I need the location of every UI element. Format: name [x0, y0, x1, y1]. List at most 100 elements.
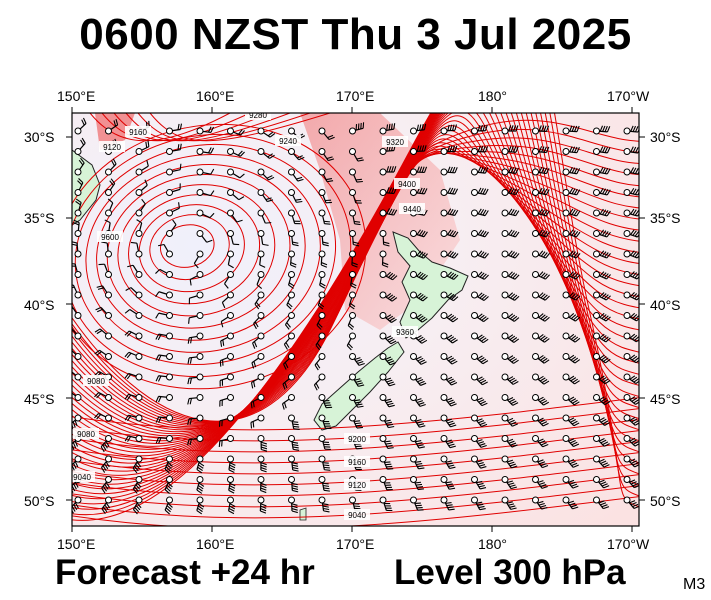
wind-barb-feather [538, 354, 544, 360]
station-circle [105, 312, 112, 319]
contour-label: 9040 [72, 471, 95, 482]
wind-barb-feather [481, 316, 487, 321]
station-circle [593, 291, 600, 299]
wind-barb-feather [476, 480, 483, 484]
wind-barb-feather [572, 357, 579, 363]
wind-barb-feather [418, 272, 424, 278]
wind-barb-feather [603, 294, 609, 300]
wind-barb-feather [447, 441, 454, 445]
wind-barb-feather [602, 378, 609, 383]
station-circle [471, 127, 478, 135]
wind-barb-feather [189, 439, 192, 446]
wind-barb-feather [511, 337, 518, 342]
wind-barb-feather [631, 439, 637, 444]
station-circle [227, 189, 234, 196]
station-circle [74, 353, 82, 360]
wind-barb-feather [629, 437, 636, 442]
wind-barb-feather [606, 210, 611, 217]
station-circle [532, 373, 539, 381]
wind-barb-feather [478, 505, 485, 509]
wind-barb-feather [447, 124, 450, 131]
station-circle [196, 230, 204, 237]
wind-barb-feather [144, 179, 148, 186]
level-label: Level 300 hPa [394, 553, 626, 592]
height-contour [138, 204, 245, 293]
wind-barb-feather [228, 489, 235, 494]
wind-barb-feather [509, 314, 516, 320]
wind-barb-feather [229, 503, 236, 507]
station-circle [74, 455, 82, 463]
station-circle [623, 230, 631, 237]
wind-barb-feather [164, 509, 170, 515]
station-circle [532, 496, 539, 504]
wind-barb-feather [507, 376, 514, 381]
wind-barb-feather [483, 296, 489, 301]
wind-barb-feather [571, 146, 576, 153]
station-circle [623, 332, 631, 340]
wind-barb-feather [602, 188, 607, 195]
wind-barb-feather [513, 317, 520, 322]
wind-barb-feather [355, 401, 362, 404]
station-circle [166, 394, 173, 401]
wind-barb-feather [322, 482, 329, 485]
wind-barb-feather [328, 158, 335, 162]
station-circle [105, 394, 112, 401]
station-circle [379, 394, 387, 401]
station-circle [501, 250, 509, 258]
wind-barb-feather [105, 461, 110, 468]
wind-barb-feather [510, 293, 516, 299]
wind-barb-feather [269, 132, 276, 138]
wind-barb-feather [288, 284, 294, 289]
wind-barb-feather [260, 482, 267, 486]
lat-label-right: 30°S [650, 129, 681, 145]
wind-barb-feather [293, 428, 300, 430]
wind-barb-feather [73, 462, 77, 469]
wind-barb-feather [508, 145, 512, 152]
wind-barb-feather [349, 305, 355, 310]
wind-barb-feather [166, 464, 172, 470]
wind-barb-feather [452, 317, 459, 323]
wind-barb-feather [388, 123, 391, 131]
wind-barb-feather [197, 505, 204, 510]
wind-barb-feather [510, 167, 515, 174]
wind-barb-feather [446, 355, 453, 360]
wind-barb-feather [267, 153, 273, 158]
height-contour [72, 113, 639, 476]
wind-barb-feather [573, 315, 579, 321]
wind-barb-feather [449, 166, 453, 173]
wind-barb-feather [357, 405, 364, 408]
station-circle [318, 373, 326, 381]
wind-barb-feather [507, 334, 514, 339]
wind-barb-feather [569, 167, 573, 173]
wind-barb-feather [632, 462, 639, 466]
station-circle [440, 312, 448, 319]
station-circle [196, 435, 204, 442]
wind-barb-feather [420, 361, 427, 365]
wind-barb-feather [513, 125, 516, 132]
station-circle [593, 148, 600, 155]
wind-barb-feather [446, 462, 454, 465]
station-circle [501, 332, 509, 340]
wind-barb-feather [603, 464, 610, 468]
station-circle [593, 312, 600, 319]
wind-barb-feather [322, 503, 329, 506]
wind-barb-feather [351, 262, 358, 266]
wind-barb-feather [447, 166, 451, 173]
wind-barb-feather [479, 508, 486, 511]
station-circle [471, 168, 478, 176]
wind-barb-feather [511, 379, 517, 384]
station-circle [562, 189, 570, 196]
wind-barb-feather [573, 443, 580, 448]
wind-barb-feather [598, 417, 605, 422]
wind-barb-feather [631, 418, 638, 423]
wind-barb-feather [512, 230, 518, 237]
wind-barb-feather [354, 378, 361, 381]
wind-barb-feather [630, 271, 635, 277]
wind-barb-feather [383, 241, 390, 245]
wind-barb-feather [74, 461, 79, 468]
station-circle [532, 476, 539, 483]
wind-barb-feather [636, 233, 639, 238]
wind-barb-feather [189, 398, 192, 405]
wind-barb-feather [635, 126, 639, 133]
wind-barb-feather [630, 229, 635, 236]
